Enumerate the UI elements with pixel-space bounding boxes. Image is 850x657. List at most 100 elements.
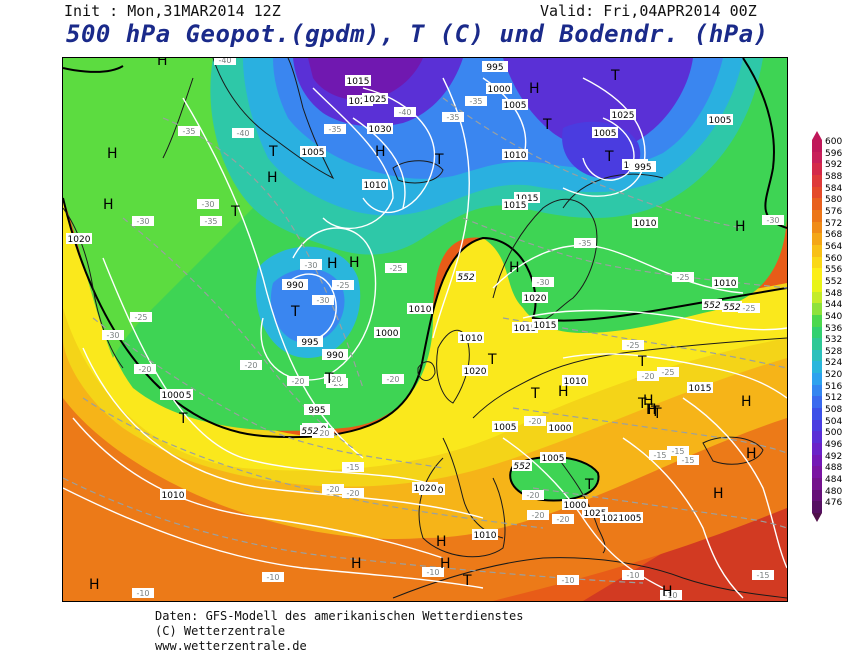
colorbar-label: 580: [825, 195, 843, 206]
colorbar-label: 520: [825, 370, 843, 381]
svg-text:-20: -20: [386, 375, 399, 384]
colorbar-label: 488: [825, 463, 843, 474]
colorbar-label: 496: [825, 440, 843, 451]
high-pressure-marker: H: [735, 219, 746, 235]
temperature-label: -20: [312, 428, 334, 438]
svg-text:-25: -25: [742, 304, 755, 313]
colorbar-label: 576: [825, 206, 843, 217]
pressure-label: 1000: [160, 389, 186, 401]
temperature-label: -40: [394, 107, 416, 117]
svg-text:-20: -20: [556, 515, 569, 524]
pressure-label: 1010: [160, 489, 186, 501]
init-time: Init : Mon,31MAR2014 12Z: [64, 2, 281, 20]
svg-text:-20: -20: [291, 377, 304, 386]
svg-text:-25: -25: [661, 368, 674, 377]
temperature-label: -40: [232, 128, 254, 138]
pressure-label: 1010: [407, 303, 433, 315]
pressure-label: 1010: [458, 332, 484, 344]
temperature-label: -20: [322, 484, 344, 494]
svg-text:1005: 1005: [619, 514, 642, 524]
pressure-label: 1020: [412, 482, 438, 494]
geopotential-label: 552: [722, 301, 742, 313]
geopotential-label: 552: [702, 299, 722, 311]
colorbar-label: 480: [825, 486, 843, 497]
colorbar-segment: [812, 140, 822, 152]
colorbar-label: 588: [825, 171, 843, 182]
temperature-label: -30: [532, 277, 554, 287]
colorbar-label: 560: [825, 253, 843, 264]
footer-copyright: (C) Wetterzentrale: [155, 624, 286, 638]
high-pressure-marker: H: [643, 393, 654, 409]
high-pressure-marker: H: [267, 170, 278, 186]
low-pressure-marker: T: [610, 68, 620, 84]
pressure-label: 1015: [345, 75, 371, 87]
svg-text:-20: -20: [138, 365, 151, 374]
pressure-label: 1005: [300, 146, 326, 158]
pressure-label: 1020: [522, 292, 548, 304]
svg-text:-25: -25: [626, 341, 639, 350]
svg-text:995: 995: [301, 338, 318, 348]
high-pressure-marker: H: [509, 260, 520, 276]
high-pressure-marker: H: [746, 446, 757, 462]
low-pressure-marker: T: [324, 371, 334, 387]
svg-text:1015: 1015: [534, 321, 557, 331]
colorbar-segment: [812, 221, 822, 234]
fill-500-east: [503, 58, 693, 149]
colorbar-label: 516: [825, 381, 843, 392]
svg-text:1030: 1030: [369, 125, 392, 135]
svg-text:1010: 1010: [474, 531, 497, 541]
colorbar-label: 584: [825, 183, 843, 194]
pressure-label: 990: [282, 279, 308, 291]
svg-text:1010: 1010: [409, 305, 432, 315]
temperature-label: -40: [214, 58, 236, 65]
low-pressure-marker: T: [637, 354, 647, 370]
colorbar-label: 600: [825, 137, 843, 147]
svg-text:-25: -25: [676, 273, 689, 282]
svg-text:-20: -20: [244, 361, 257, 370]
fill-556: [63, 198, 787, 471]
svg-text:552: 552: [703, 301, 720, 311]
low-pressure-marker: T: [487, 352, 497, 368]
temperature-label: -15: [752, 570, 774, 580]
colorbar-label: 568: [825, 230, 843, 241]
colorbar-segment: [812, 443, 822, 455]
svg-text:-30: -30: [536, 278, 549, 287]
map-labels: 1015102010251030100599510001005101010101…: [66, 58, 784, 600]
colorbar-label: 544: [825, 300, 843, 311]
pressure-label: 1000: [547, 422, 573, 434]
pressure-label: 1030: [367, 123, 393, 135]
pressure-label: 1020: [462, 365, 488, 377]
temperature-label: -10: [422, 567, 444, 577]
svg-text:-35: -35: [469, 97, 482, 106]
fill-548-med: [510, 456, 599, 501]
footer: Daten: GFS-Modell des amerikanischen Wet…: [155, 609, 523, 654]
pressure-label: 1015: [512, 322, 538, 334]
high-pressure-marker: H: [741, 394, 752, 410]
pressure-label: 1000: [374, 327, 400, 339]
colorbar-segment: [812, 151, 822, 164]
svg-text:1005: 1005: [302, 148, 325, 158]
colorbar-label: 504: [825, 416, 843, 427]
svg-text:1015: 1015: [347, 77, 370, 87]
footer-url: www.wetterzentrale.de: [155, 639, 307, 653]
chart-title: 500 hPa Geopot.(gpdm), T (C) und Bodendr…: [66, 20, 769, 48]
colorbar-segment: [812, 454, 822, 467]
colorbar-segment: [812, 431, 822, 444]
pressure-label: 1025: [582, 507, 608, 519]
svg-text:-40: -40: [236, 129, 249, 138]
pressure-label: 990: [322, 349, 348, 361]
temperature-label: -15: [667, 446, 689, 456]
svg-text:1005: 1005: [709, 116, 732, 126]
colorbar-segment: [812, 419, 822, 432]
colorbar-segment: [812, 186, 822, 199]
fill-572: [63, 358, 787, 601]
colorbar-label: 528: [825, 346, 843, 357]
temperature-label: -30: [197, 199, 219, 209]
colorbar-segment: [812, 384, 822, 397]
svg-text:-25: -25: [134, 313, 147, 322]
colorbar-segment: [812, 338, 822, 350]
svg-text:1020: 1020: [602, 514, 625, 524]
high-pressure-marker: H: [646, 402, 657, 418]
colorbar-label: 484: [825, 475, 843, 486]
svg-text:-35: -35: [204, 217, 217, 226]
